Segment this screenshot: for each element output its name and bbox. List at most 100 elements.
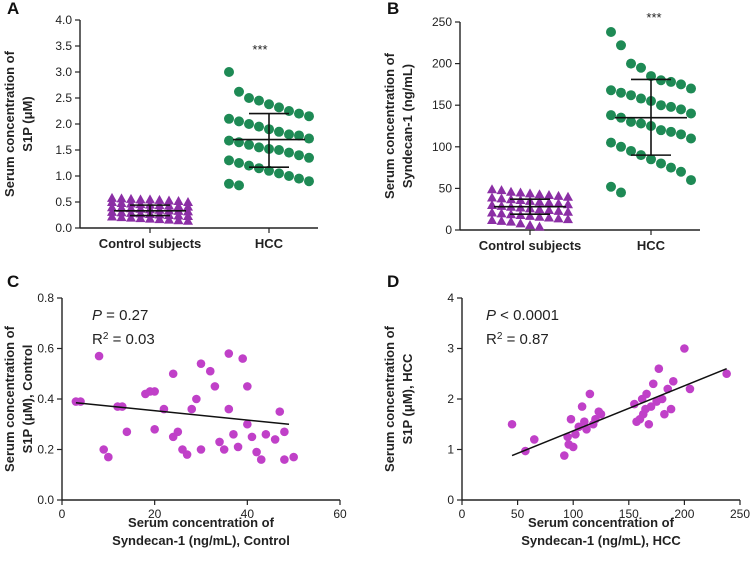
- panel-c-data-point: [122, 427, 132, 437]
- panel-d-data-point: [685, 384, 695, 394]
- panel-c-data-point: [173, 427, 183, 437]
- panel-a-control-point: [135, 194, 146, 204]
- panel-a-control-point: [183, 206, 193, 216]
- panel-a-hcc-point: [284, 129, 294, 140]
- panel-b-hcc-point: [626, 116, 636, 127]
- panel-b-hcc-point: [636, 62, 646, 73]
- panel-a-control-point: [116, 212, 127, 222]
- panel-a-hcc-point: [274, 145, 284, 155]
- panel-b-control-point: [515, 218, 526, 228]
- panel-b-hcc-point: [656, 125, 666, 136]
- panel-a-y-tick-label: 4.0: [55, 13, 72, 27]
- panel-c-y-tick-label: 0.8: [37, 291, 54, 305]
- panel-d-data-point: [596, 409, 606, 419]
- panel-b-control-point: [506, 186, 516, 196]
- panel-c-data-point: [275, 407, 285, 416]
- panel-b-control-point: [534, 211, 545, 221]
- panel-c-data-point: [229, 430, 238, 439]
- panel-a-hcc-point: [294, 108, 304, 119]
- panel-b-hcc-point: [686, 83, 696, 94]
- panel-b-hcc-point: [606, 181, 616, 192]
- panel-c-x-axis-label: Serum concentration of: [128, 515, 275, 530]
- panel-c-data-point: [270, 435, 280, 444]
- panel-a-control-point: [126, 203, 136, 213]
- panel-d-data-point: [642, 389, 651, 399]
- panel-d-x-tick-label: 250: [730, 507, 750, 521]
- panel-c-data-point: [196, 445, 206, 454]
- panel-d-data-point: [529, 435, 539, 444]
- panel-b-hcc-point: [656, 100, 666, 111]
- panel-b-control-point: [553, 190, 564, 200]
- panel-a-control-point: [116, 202, 127, 212]
- panel-b-y-tick-label: 250: [432, 15, 452, 29]
- panel-d-data-point: [582, 425, 591, 434]
- panel-b-control-point: [544, 190, 554, 200]
- panel-a-y-tick-label: 1.0: [55, 169, 72, 183]
- panel-a-control-point: [107, 202, 117, 212]
- panel-d-data-point: [566, 414, 576, 424]
- panel-b-hcc-point: [686, 175, 696, 186]
- panel-d-data-point: [580, 417, 589, 427]
- panel-b-control-point: [553, 205, 564, 215]
- panel-b-control-point: [534, 189, 545, 199]
- panel-d-data-point: [568, 442, 578, 452]
- panel-a-hcc-point: [264, 165, 274, 176]
- panel-a-hcc-point: [244, 160, 254, 171]
- panel-c-data-point: [150, 425, 159, 434]
- panel-b-hcc-point: [676, 129, 686, 140]
- panel-b-control-point: [496, 215, 507, 225]
- panel-c-p-symbol: P: [92, 307, 102, 324]
- panel-d-p-value: P < 0.0001: [486, 307, 559, 324]
- panel-b-control-point: [496, 208, 507, 218]
- panel-a-hcc-point: [304, 111, 314, 122]
- panel-a-control-point: [173, 210, 184, 220]
- panel-b-hcc-point: [656, 75, 666, 86]
- panel-b-control-point: [544, 205, 554, 215]
- panel-c-data-point: [76, 397, 85, 406]
- panel-a-control-point: [173, 215, 184, 225]
- panel-a-control-point: [173, 201, 184, 211]
- panel-b-control-point: [534, 196, 545, 206]
- panel-c-y-axis-label: S1P (μM), Control: [20, 345, 35, 454]
- panel-b-hcc-point: [616, 40, 626, 51]
- panel-d-r-text: = 0.87: [502, 331, 548, 348]
- panel-c-data-point: [99, 445, 108, 454]
- panel-d-r-squared: R2 = 0.87: [486, 331, 549, 349]
- panel-a-control-point: [164, 195, 174, 205]
- panel-a-hcc-point: [224, 155, 234, 166]
- panel-a-y-tick-label: 3.5: [55, 39, 72, 53]
- panel-b-hcc-point: [616, 141, 626, 152]
- panel-c-data-point: [196, 359, 206, 368]
- panel-c-data-point: [168, 369, 178, 379]
- panel-b-control-point: [534, 221, 545, 231]
- panel-d-data-point: [722, 369, 731, 379]
- panel-b-control-point: [563, 214, 573, 224]
- panel-b-control-point: [506, 216, 516, 226]
- panel-a-control-point: [126, 193, 136, 203]
- panel-c-data-point: [252, 447, 261, 457]
- panel-d-x-axis-label: Syndecan-1 (ng/mL), HCC: [521, 533, 681, 548]
- panel-c-data-point: [182, 450, 192, 459]
- panel-d-r-symbol: R: [486, 331, 497, 348]
- panel-d-data-point: [507, 419, 517, 429]
- panel-d-x-tick-label: 150: [619, 507, 639, 521]
- panel-c-data-point: [280, 455, 289, 464]
- panel-c-data-point: [289, 452, 298, 462]
- panel-c-r-squared: R2 = 0.03: [92, 331, 155, 349]
- panel-c-data-point: [256, 455, 266, 464]
- panel-b-label: B: [387, 0, 399, 18]
- panel-a-hcc-point: [254, 163, 264, 174]
- panel-a-control-point: [116, 198, 127, 208]
- panel-c-data-point: [94, 351, 104, 361]
- panel-a-hcc-point: [224, 135, 234, 146]
- panel-d-x-axis-label: Serum concentration of: [528, 515, 675, 530]
- panel-b-hcc-point: [686, 108, 696, 119]
- panel-c-p-value: P = 0.27: [92, 307, 148, 324]
- panel-a-control-point: [116, 193, 127, 203]
- panel-a-control-point: [173, 195, 184, 205]
- panel-b-hcc-point: [676, 166, 686, 177]
- panel-d-p-symbol: P: [486, 307, 496, 324]
- panel-b-x-category-label: Control subjects: [479, 238, 582, 253]
- panel-c-x-tick-label: 40: [241, 507, 255, 521]
- panel-a-control-point: [107, 197, 117, 206]
